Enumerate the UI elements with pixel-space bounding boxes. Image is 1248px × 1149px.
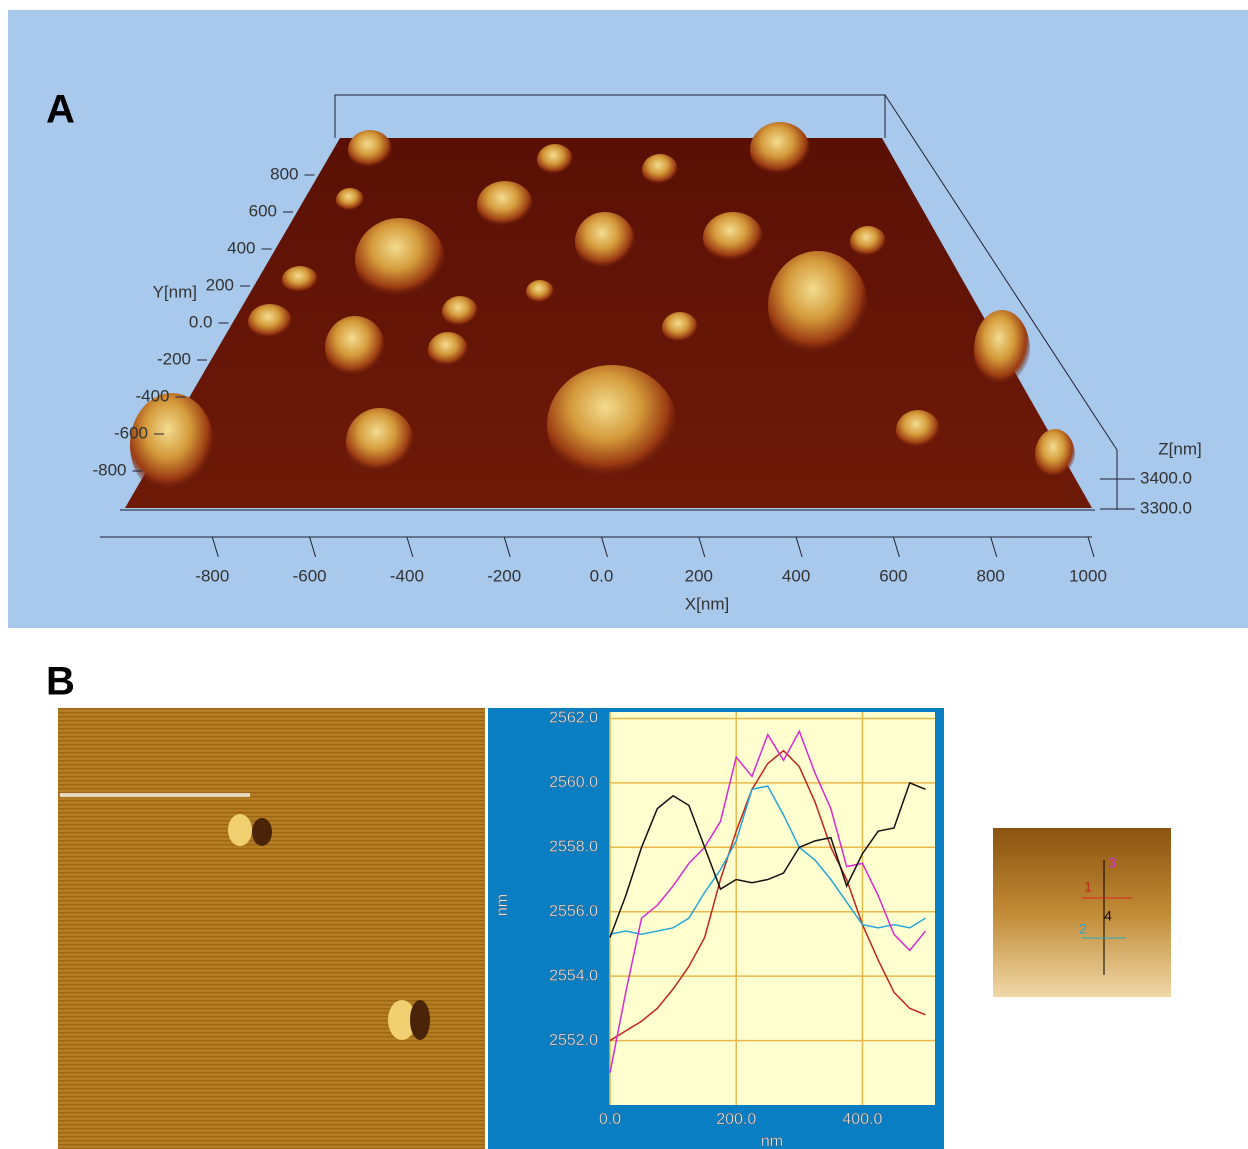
inset-label: 1 — [1084, 879, 1092, 895]
y-tick-label: -400 — [135, 386, 169, 405]
surface-peak — [348, 130, 392, 170]
surface-peak — [325, 316, 385, 380]
surface-peak — [850, 226, 886, 258]
x-tick-label: 600 — [879, 566, 907, 585]
surface-peak — [428, 332, 468, 368]
surface-peak — [537, 144, 573, 176]
x-tick-label: 400.0 — [842, 1111, 882, 1128]
afm-feature — [252, 818, 272, 846]
y-tick-label: 400 — [227, 238, 255, 257]
surface-peak — [575, 212, 635, 272]
x-tick-label: 800 — [977, 566, 1005, 585]
surface-peak — [974, 310, 1030, 390]
y-tick-label: 600 — [249, 201, 277, 220]
inset-image — [993, 828, 1171, 997]
surface-peak — [662, 312, 698, 344]
x-axis-label: nm — [761, 1133, 783, 1149]
y-tick-label: -800 — [92, 460, 126, 479]
afm-artifact — [60, 793, 250, 797]
surface-peak — [442, 296, 478, 328]
inset-label: 4 — [1104, 908, 1112, 924]
x-tick-label: -800 — [195, 566, 229, 585]
surface-peak — [750, 122, 810, 178]
y-tick-label: 2554.0 — [549, 967, 598, 984]
surface-peak — [477, 181, 533, 229]
afm-feature — [228, 814, 252, 846]
y-axis-label: Y[nm] — [153, 282, 197, 301]
x-tick-label: 200.0 — [716, 1111, 756, 1128]
inset-label: 2 — [1079, 921, 1087, 937]
y-tick-label: 2562.0 — [549, 710, 598, 727]
x-tick-label: 0.0 — [599, 1111, 621, 1128]
x-tick-label: -600 — [293, 566, 327, 585]
surface-peak — [355, 218, 445, 302]
surface-peak — [130, 393, 214, 497]
surface-peak — [282, 266, 318, 294]
figure: A B -800 -600 -400 -200 0.0 200 400 600 800 1000 X… — [0, 0, 1248, 1149]
x-tick-label: -200 — [487, 566, 521, 585]
surface-peak — [642, 154, 678, 186]
surface-peak — [703, 212, 763, 264]
surface-peak — [547, 365, 677, 485]
z-tick-label: 3400.0 — [1140, 468, 1192, 487]
x-tick-label: -400 — [390, 566, 424, 585]
z-tick-label: 3300.0 — [1140, 498, 1192, 517]
surface-peak — [346, 408, 414, 476]
x-axis-label: X[nm] — [685, 594, 729, 613]
panel-label: B — [46, 660, 75, 704]
afm-image — [58, 708, 485, 1149]
x-tick-label: 400 — [782, 566, 810, 585]
y-tick-label: 0.0 — [189, 312, 213, 331]
y-tick-label: 800 — [270, 164, 298, 183]
surface-peak — [1035, 429, 1075, 481]
surface-peak — [336, 188, 364, 212]
plot-area — [610, 712, 935, 1105]
x-tick-label: 0.0 — [590, 566, 614, 585]
y-tick-label: 200 — [206, 275, 234, 294]
surface-peak — [248, 304, 292, 340]
y-tick-label: -200 — [157, 349, 191, 368]
inset-label: 3 — [1108, 855, 1116, 871]
y-tick-label: 2552.0 — [549, 1032, 598, 1049]
surface-peak — [896, 410, 940, 450]
x-tick-label: 1000 — [1069, 566, 1107, 585]
surface-peak — [768, 251, 868, 361]
panel-label: A — [46, 88, 75, 132]
y-tick-label: 2556.0 — [549, 903, 598, 920]
z-axis-label: Z[nm] — [1158, 439, 1201, 458]
x-tick-label: 200 — [685, 566, 713, 585]
surface-peak — [526, 280, 554, 304]
y-tick-label: 2560.0 — [549, 774, 598, 791]
y-axis-label: nm — [494, 894, 511, 916]
y-tick-label: 2558.0 — [549, 839, 598, 856]
y-tick-label: -600 — [114, 423, 148, 442]
afm-feature — [410, 1000, 430, 1040]
